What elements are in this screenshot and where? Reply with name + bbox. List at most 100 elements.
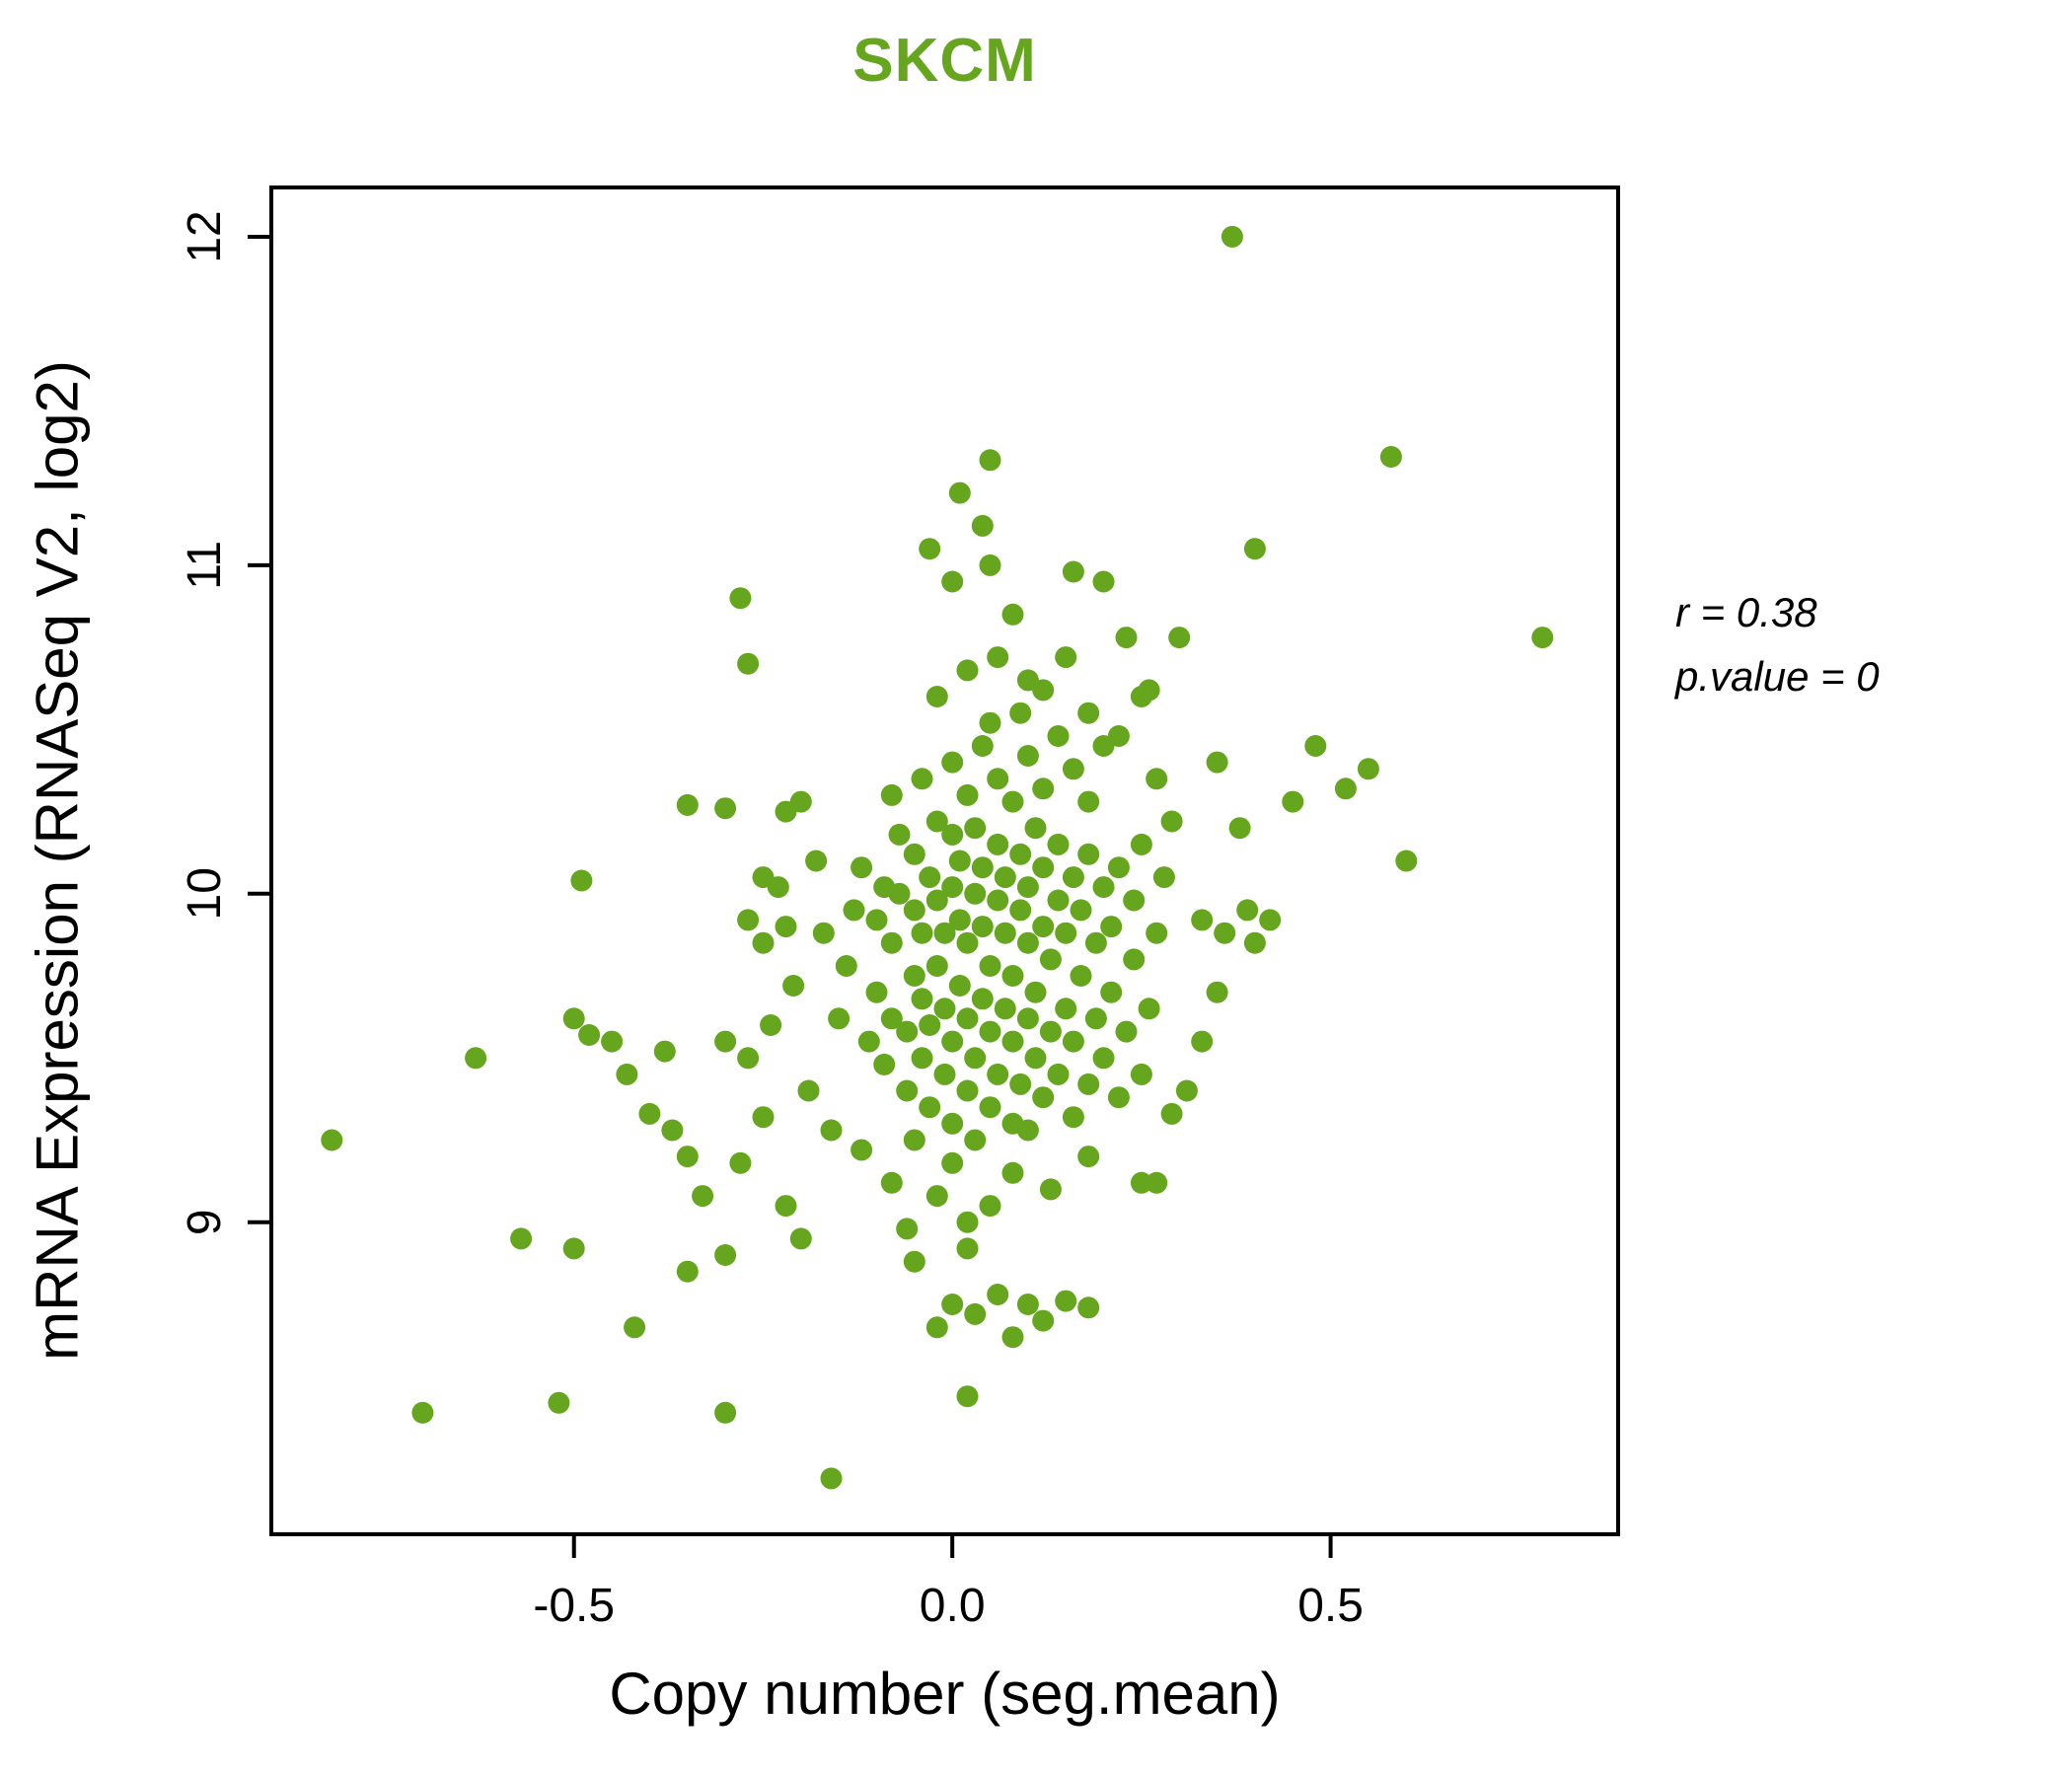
data-point (1146, 768, 1168, 790)
data-point (979, 449, 1001, 472)
data-point (1001, 1326, 1024, 1349)
data-point (1228, 817, 1251, 840)
data-point (971, 514, 994, 537)
data-point (964, 817, 987, 840)
data-point (1206, 751, 1228, 774)
data-point (1024, 817, 1047, 840)
data-point (1115, 1020, 1138, 1043)
y-tick-label: 10 (179, 867, 231, 920)
data-point (1146, 1171, 1168, 1194)
y-tick-label: 11 (179, 541, 231, 590)
data-point (1016, 931, 1039, 954)
data-point (752, 931, 775, 954)
data-point (812, 922, 835, 944)
data-point (1191, 909, 1214, 931)
data-point (971, 988, 994, 1010)
data-point (933, 922, 956, 944)
data-point (956, 1007, 979, 1030)
data-point (956, 659, 979, 682)
data-point (843, 899, 865, 922)
data-point (994, 922, 1016, 944)
data-point (820, 1467, 843, 1490)
data-point (692, 1185, 714, 1208)
data-point (933, 998, 956, 1020)
data-point (987, 833, 1009, 855)
data-point (1077, 1146, 1100, 1168)
data-point (1259, 909, 1282, 931)
data-point (925, 889, 948, 912)
data-point (1001, 1161, 1024, 1184)
data-point (896, 1020, 919, 1043)
data-point (903, 965, 925, 987)
data-point (1070, 899, 1092, 922)
data-point (1032, 1086, 1055, 1109)
x-tick-label: 0.0 (920, 1580, 986, 1632)
data-point (624, 1316, 646, 1339)
data-point (903, 899, 925, 922)
data-point (941, 1112, 964, 1135)
data-point (1130, 1171, 1152, 1194)
data-point (925, 1185, 948, 1208)
data-point (919, 1014, 941, 1036)
data-point (1047, 889, 1070, 912)
data-point (880, 1007, 903, 1030)
data-point (896, 1079, 919, 1102)
data-point (767, 876, 789, 899)
data-point (925, 810, 948, 833)
data-point (1016, 745, 1039, 767)
data-point (1130, 686, 1152, 707)
data-point (956, 931, 979, 954)
data-point (1062, 1030, 1084, 1053)
data-point (1191, 1030, 1214, 1053)
data-point (1047, 725, 1070, 747)
data-point (676, 793, 699, 816)
correlation-annotation: r = 0.38 p.value = 0 (1675, 580, 1880, 708)
data-point (994, 998, 1016, 1020)
data-point (941, 823, 964, 846)
data-point (1016, 876, 1039, 899)
data-point (911, 768, 933, 790)
data-point (1055, 922, 1077, 944)
data-point (1160, 1102, 1183, 1125)
data-point (880, 931, 903, 954)
data-point (797, 1079, 820, 1102)
data-point (865, 909, 888, 931)
data-point (933, 1063, 956, 1085)
data-point (1395, 850, 1418, 872)
data-point (1282, 790, 1304, 813)
data-point (896, 1218, 919, 1240)
data-point (971, 916, 994, 938)
data-point (873, 1053, 896, 1075)
data-point (979, 955, 1001, 977)
data-point (956, 783, 979, 806)
data-point (1092, 876, 1115, 899)
data-point (911, 922, 933, 944)
data-point (865, 981, 888, 1003)
data-point (1160, 810, 1183, 833)
data-point (987, 768, 1009, 790)
data-point (1130, 833, 1152, 855)
data-point (1039, 948, 1062, 971)
data-point (1077, 702, 1100, 724)
data-point (1001, 965, 1024, 987)
data-point (1379, 446, 1402, 468)
data-point (1062, 560, 1084, 583)
data-point (888, 823, 911, 846)
data-point (911, 1047, 933, 1070)
data-point (737, 909, 760, 931)
data-point (925, 955, 948, 977)
data-point (714, 797, 737, 820)
data-point (1077, 1073, 1100, 1095)
data-point (805, 850, 828, 872)
annotation-r-value: r = 0.38 (1675, 589, 1817, 635)
data-point (925, 1316, 948, 1339)
data-point (911, 988, 933, 1010)
data-point (979, 554, 1001, 576)
data-point (1001, 790, 1024, 813)
data-point (919, 538, 941, 560)
data-point (1100, 916, 1123, 938)
x-tick-label: -0.5 (533, 1580, 615, 1632)
data-point (601, 1030, 624, 1053)
data-point (880, 783, 903, 806)
data-point (1092, 570, 1115, 593)
